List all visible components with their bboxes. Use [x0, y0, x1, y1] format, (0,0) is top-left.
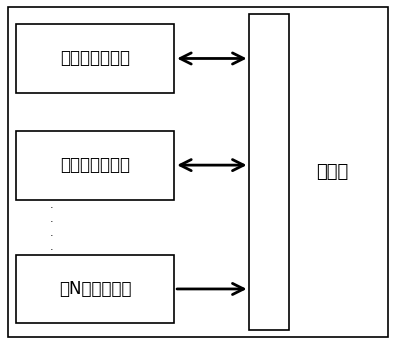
- Bar: [16, 255, 174, 323]
- Bar: [16, 131, 174, 200]
- Text: 服务器: 服务器: [316, 163, 349, 181]
- Text: 第二乘客客户端: 第二乘客客户端: [60, 156, 130, 174]
- Text: 第N乘客客户端: 第N乘客客户端: [59, 280, 131, 298]
- Text: ·
·
·
·: · · · ·: [50, 203, 53, 255]
- Text: 第一乘客客户端: 第一乘客客户端: [60, 50, 130, 67]
- Bar: [249, 14, 289, 330]
- Bar: [16, 24, 174, 93]
